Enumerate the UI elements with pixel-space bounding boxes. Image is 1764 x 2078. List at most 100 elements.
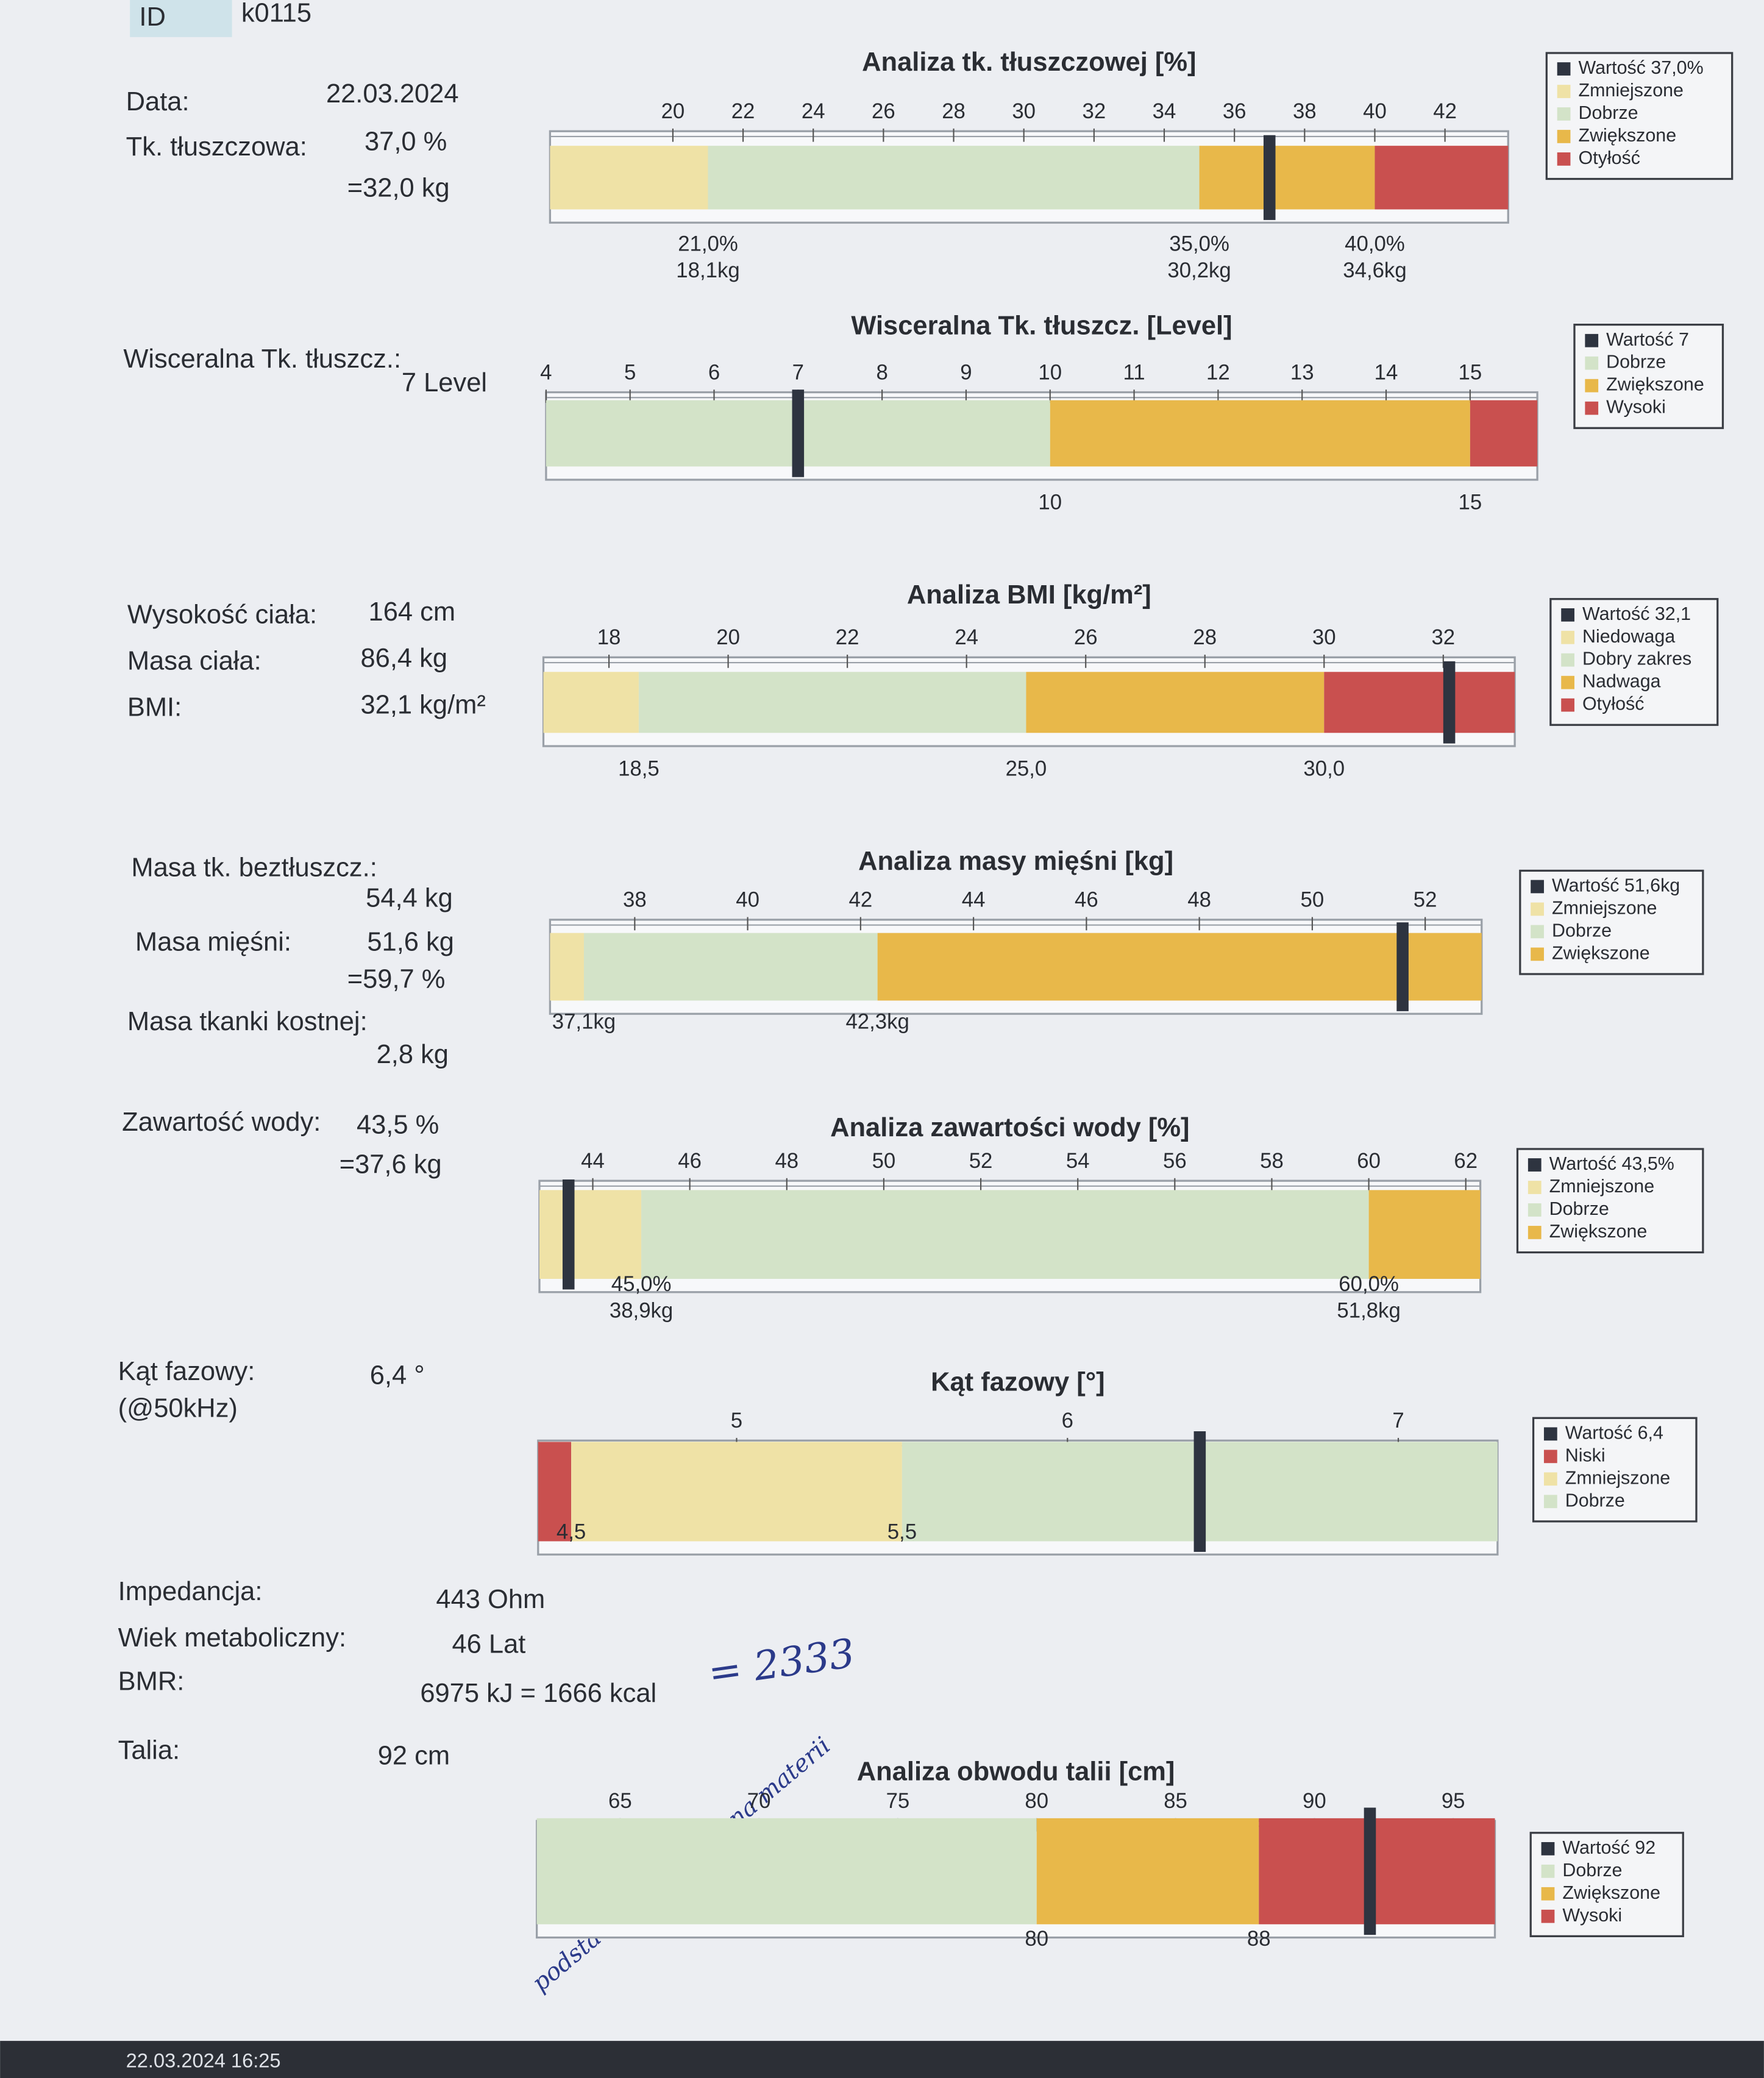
- x-tick-label: 20: [661, 100, 685, 123]
- legend-label: Niedowaga: [1582, 626, 1675, 647]
- value-marker: [1443, 661, 1456, 744]
- x-tick-label: 90: [1303, 1790, 1326, 1813]
- x-tick-label: 80: [1025, 1790, 1048, 1813]
- x-tick-label: 26: [1074, 626, 1098, 649]
- field-value: 22.03.2024: [326, 79, 459, 109]
- threshold-label: 35,0%: [1169, 232, 1229, 255]
- field-label: Data:: [126, 87, 190, 116]
- legend-label: Wartość 51,6kg: [1552, 875, 1680, 896]
- x-tick-label: 46: [1075, 889, 1098, 912]
- legend-label: Wartość 32,1: [1582, 603, 1691, 624]
- chart-title: Wisceralna Tk. tłuszcz. [Level]: [851, 311, 1232, 340]
- legend-swatch: [1557, 62, 1571, 76]
- field-value: (@50kHz): [118, 1394, 238, 1423]
- x-tick-label: 24: [955, 626, 978, 649]
- threshold-sublabel: 18,1kg: [676, 259, 739, 282]
- chart-title: Analiza masy mięśni [kg]: [858, 847, 1173, 876]
- legend-swatch: [1585, 356, 1599, 370]
- legend-label: Wysoki: [1562, 1905, 1622, 1926]
- legend-swatch: [1531, 880, 1544, 894]
- range-band: [1199, 146, 1375, 210]
- x-tick-label: 22: [731, 100, 755, 123]
- x-tick-label: 11: [1123, 361, 1145, 384]
- x-tick-label: 75: [886, 1790, 910, 1813]
- legend-swatch: [1585, 379, 1599, 393]
- range-band: [1375, 146, 1509, 210]
- legend-swatch: [1543, 1427, 1557, 1441]
- legend-label: Wartość 92: [1562, 1837, 1656, 1858]
- x-tick-label: 12: [1206, 361, 1230, 384]
- legend-label: Niski: [1565, 1445, 1606, 1465]
- legend-swatch: [1541, 1864, 1555, 1878]
- legend-swatch: [1527, 1226, 1542, 1239]
- range-band: [550, 146, 708, 210]
- field-value: =32,0 kg: [347, 173, 450, 202]
- threshold-label: 5,5: [887, 1521, 917, 1544]
- range-band: [543, 672, 639, 733]
- field-label: Kąt fazowy:: [118, 1357, 255, 1386]
- threshold-label: 88: [1247, 1927, 1271, 1951]
- field-label: BMI:: [127, 693, 182, 722]
- legend-label: Zwiększone: [1562, 1882, 1660, 1903]
- field-label: Masa ciała:: [127, 647, 261, 676]
- legend-swatch: [1527, 1181, 1542, 1194]
- range-band: [1259, 1818, 1495, 1924]
- field-label: Wiek metaboliczny:: [118, 1623, 346, 1653]
- threshold-label: 4,5: [557, 1521, 586, 1544]
- threshold-sublabel: 30,2kg: [1167, 259, 1231, 282]
- legend-label: Zwiększone: [1552, 942, 1650, 963]
- value-marker: [1193, 1431, 1206, 1552]
- legend-label: Dobry zakres: [1582, 649, 1691, 669]
- legend-label: Wysoki: [1606, 397, 1666, 418]
- field-label: Tk. tłuszczowa:: [126, 132, 307, 162]
- legend-box: [1519, 869, 1704, 975]
- threshold-label: 42,3kg: [845, 1011, 909, 1034]
- chart-title: Analiza zawartości wody [%]: [830, 1113, 1189, 1142]
- x-tick-label: 6: [708, 361, 720, 384]
- x-tick-label: 14: [1375, 361, 1398, 384]
- legend-swatch: [1561, 675, 1574, 689]
- field-value: =59,7 %: [347, 964, 446, 994]
- x-tick-label: 10: [1038, 361, 1062, 384]
- value-marker: [1396, 922, 1409, 1011]
- legend-label: Zmniejszone: [1552, 897, 1657, 918]
- threshold-label: 10: [1038, 491, 1062, 514]
- range-band: [1470, 400, 1538, 467]
- x-tick-label: 34: [1153, 100, 1176, 123]
- field-value: 2,8 kg: [377, 1040, 449, 1069]
- id-value: k0115: [241, 0, 311, 27]
- legend-box: [1529, 1832, 1684, 1938]
- x-tick-label: 46: [678, 1150, 702, 1173]
- threshold-label: 30,0: [1303, 757, 1345, 780]
- legend-swatch: [1531, 902, 1544, 916]
- x-tick-label: 6: [1062, 1409, 1073, 1432]
- threshold-label: 40,0%: [1345, 232, 1405, 255]
- field-value: 51,6 kg: [367, 927, 454, 956]
- x-tick-label: 62: [1454, 1150, 1478, 1173]
- footer-strip: [0, 2041, 1764, 2078]
- field-label: Masa tkanki kostnej:: [127, 1007, 368, 1036]
- legend-label: Dobrze: [1606, 352, 1666, 372]
- threshold-label: 80: [1025, 1927, 1048, 1951]
- field-label: Masa mięśni:: [135, 927, 291, 956]
- range-band: [1368, 1190, 1481, 1279]
- field-value: 32,1 kg/m²: [360, 690, 485, 719]
- legend-label: Dobrze: [1565, 1490, 1625, 1510]
- range-band: [583, 933, 878, 1001]
- x-tick-label: 58: [1260, 1150, 1284, 1173]
- chart-title: Analiza obwodu talii [cm]: [857, 1757, 1175, 1786]
- x-tick-label: 38: [1293, 100, 1317, 123]
- legend-label: Dobrze: [1552, 920, 1612, 941]
- x-tick-label: 9: [960, 361, 972, 384]
- x-tick-label: 26: [872, 100, 895, 123]
- footer-timestamp: 22.03.2024 16:25: [126, 2049, 281, 2072]
- threshold-label: 21,0%: [678, 232, 738, 255]
- legend-swatch: [1561, 630, 1574, 644]
- x-tick-label: 40: [736, 889, 759, 912]
- legend-label: Otyłość: [1582, 694, 1644, 714]
- legend-label: Dobrze: [1578, 102, 1638, 123]
- x-tick-label: 44: [962, 889, 986, 912]
- x-tick-label: 52: [969, 1150, 993, 1173]
- x-tick-label: 18: [597, 626, 621, 649]
- x-tick-label: 13: [1290, 361, 1314, 384]
